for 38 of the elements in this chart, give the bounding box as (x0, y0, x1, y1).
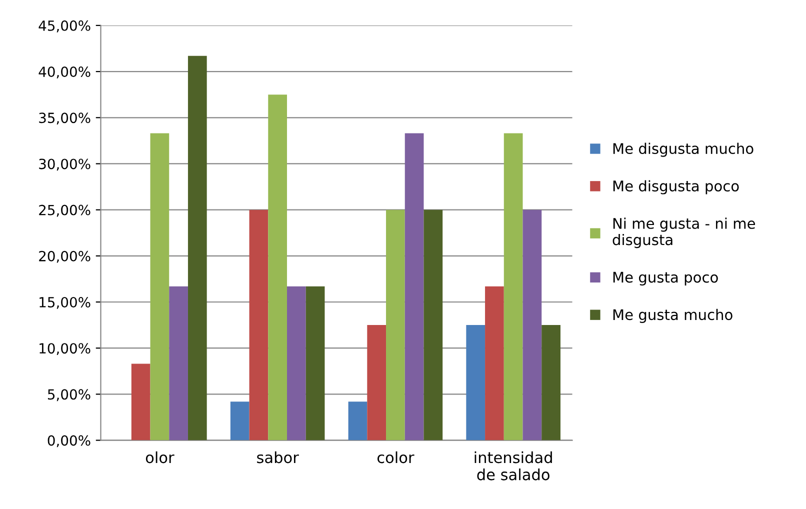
y-tick-label: 25,00% (39, 204, 90, 217)
y-tick-label: 10,00% (40, 343, 90, 355)
legend-label: Me gusta poco (613, 272, 718, 286)
bar (169, 286, 188, 440)
x-tick-label: sabor (257, 451, 299, 464)
bar (542, 325, 560, 440)
bar (386, 210, 405, 440)
bar (348, 402, 368, 440)
bar (424, 210, 443, 440)
bar (404, 133, 424, 440)
y-tick-label: 30,00% (39, 158, 90, 171)
bar (504, 133, 523, 440)
y-tick-label: 0,00% (48, 435, 90, 448)
legend-label: Me disgusta poco (613, 180, 739, 194)
bar (131, 364, 150, 440)
y-tick-label: 40,00% (38, 66, 90, 78)
y-tick-label: 45,00% (38, 20, 90, 32)
bar (367, 325, 386, 440)
legend-label: Me gusta mucho (613, 308, 732, 323)
bar (249, 210, 268, 440)
bar (466, 325, 486, 440)
y-tick-label: 5,00% (48, 389, 90, 402)
bar (306, 286, 325, 440)
y-tick-label: 15,00% (40, 296, 90, 309)
x-tick-label: color (377, 451, 414, 464)
bar (230, 402, 250, 440)
x-tick-label: intensidad de salado (474, 451, 552, 480)
legend-label: Ni me gusta - ni me disgusta (612, 218, 756, 248)
x-tick-label: olor (146, 451, 174, 464)
y-tick-label: 35,00% (39, 112, 90, 125)
bar (268, 94, 287, 440)
bar (150, 133, 170, 440)
bar (286, 286, 306, 440)
bar (188, 56, 207, 440)
legend-label: Me disgusta mucho (613, 142, 754, 157)
bar (522, 210, 542, 440)
y-tick-label: 20,00% (39, 250, 90, 263)
bar (485, 286, 504, 440)
